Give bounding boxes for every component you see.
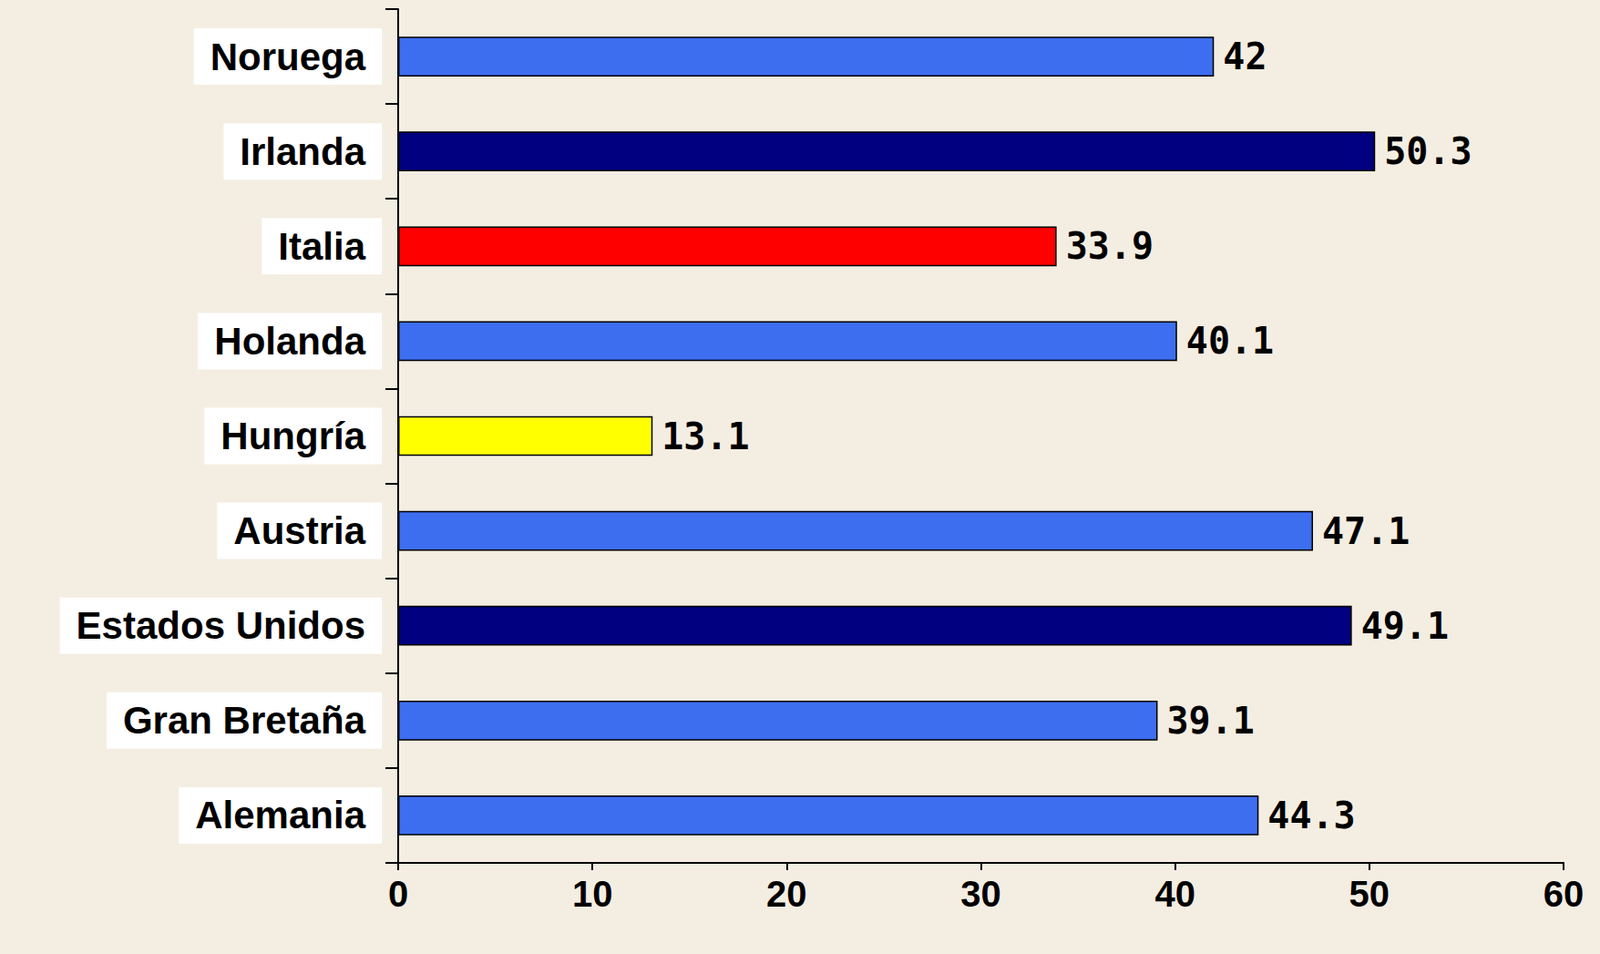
- svg-text:47.1: 47.1: [1322, 510, 1410, 553]
- svg-text:49.1: 49.1: [1361, 605, 1449, 647]
- svg-text:Austria: Austria: [233, 509, 366, 553]
- svg-text:33.9: 33.9: [1066, 225, 1154, 267]
- svg-text:Irlanda: Irlanda: [239, 130, 366, 174]
- svg-text:Estados Unidos: Estados Unidos: [76, 604, 366, 647]
- svg-text:0: 0: [388, 873, 409, 914]
- svg-text:40.1: 40.1: [1186, 319, 1274, 362]
- svg-text:60: 60: [1543, 873, 1585, 914]
- svg-text:Italia: Italia: [277, 225, 366, 268]
- svg-text:40: 40: [1154, 873, 1196, 914]
- svg-text:Gran Bretaña: Gran Bretaña: [123, 698, 367, 742]
- svg-text:Alemania: Alemania: [194, 793, 366, 837]
- svg-text:Noruega: Noruega: [210, 35, 367, 79]
- svg-text:10: 10: [572, 873, 614, 914]
- svg-text:44.3: 44.3: [1267, 794, 1355, 837]
- svg-text:Holanda: Holanda: [214, 319, 366, 363]
- svg-text:Hungría: Hungría: [220, 414, 366, 458]
- svg-text:50.3: 50.3: [1384, 130, 1472, 173]
- svg-text:30: 30: [960, 873, 1002, 914]
- svg-text:50: 50: [1349, 873, 1391, 914]
- svg-text:20: 20: [766, 873, 808, 914]
- svg-text:42: 42: [1222, 35, 1267, 78]
- svg-text:13.1: 13.1: [661, 415, 749, 458]
- svg-text:39.1: 39.1: [1166, 699, 1254, 742]
